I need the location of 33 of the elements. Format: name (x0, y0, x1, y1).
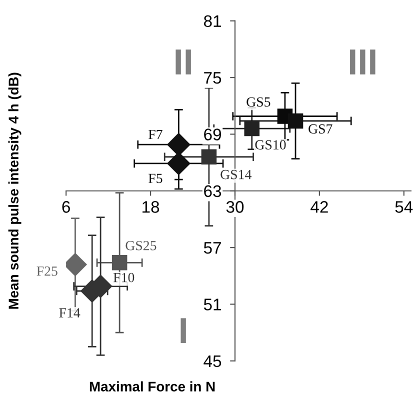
y-tick-label: 57 (204, 242, 221, 254)
x-tick-label: 18 (142, 201, 160, 213)
point (244, 120, 260, 136)
y-tick-label: 81 (204, 15, 221, 28)
point (201, 149, 217, 165)
point (66, 253, 87, 276)
series-label: GS25 (126, 240, 156, 250)
series-label: GS14 (220, 170, 252, 180)
series-label: F25 (36, 266, 58, 276)
point (112, 255, 128, 270)
series-label: F7 (148, 130, 162, 140)
series-label: F10 (113, 272, 134, 282)
x-tick-label: 42 (310, 201, 328, 213)
y-tick-label: 75 (204, 72, 222, 84)
annotation: III (350, 50, 376, 74)
point (167, 133, 190, 156)
series-label: GS5 (246, 97, 270, 107)
y-tick-label: 63 (204, 185, 222, 198)
series-label: GS10 (255, 140, 286, 150)
x-tick-label: 30 (226, 201, 244, 213)
x-tick-label: 54 (395, 201, 413, 213)
annotation: II (176, 50, 191, 74)
point (288, 113, 304, 129)
series-label: GS7 (308, 124, 332, 134)
annotation: I (180, 318, 186, 344)
y-tick-label: 45 (204, 355, 222, 368)
y-axis-title: Mean sound pulse intensity 4 h (dB) (8, 72, 22, 309)
y-tick-label: 51 (204, 298, 221, 310)
series-label: F14 (59, 308, 80, 318)
x-tick-label: 6 (62, 201, 70, 213)
series-label: F5 (148, 174, 162, 184)
y-tick-label: 69 (204, 128, 222, 140)
x-axis-title: Maximal Force in N (90, 381, 215, 392)
